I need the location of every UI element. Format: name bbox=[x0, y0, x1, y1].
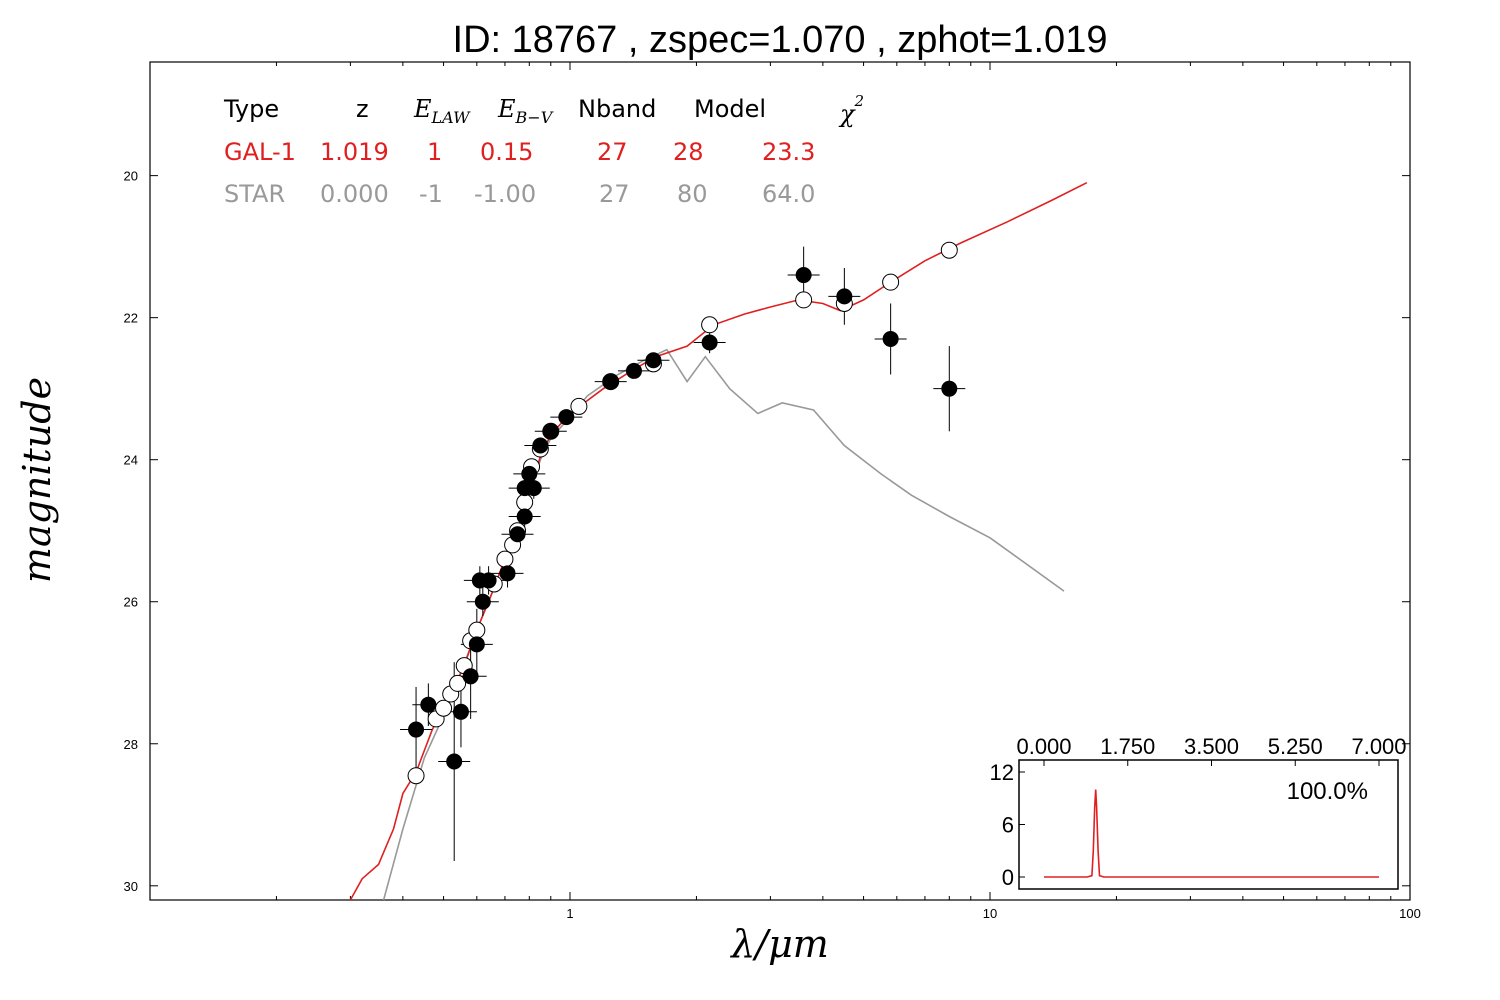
header-z: z bbox=[356, 95, 369, 123]
model-magnitude-point bbox=[496, 550, 514, 568]
header-ebv-sub: B−V bbox=[515, 108, 554, 127]
y-tick-label: 30 bbox=[124, 879, 138, 894]
redshift-pdf-line bbox=[1044, 789, 1379, 878]
header-chi2-main: χ bbox=[838, 100, 856, 128]
observed-magnitude-point bbox=[795, 267, 812, 284]
plot-frame bbox=[149, 61, 1411, 901]
model-magnitude-point bbox=[407, 767, 425, 785]
observed-magnitude-point bbox=[882, 330, 899, 347]
spectra bbox=[349, 181, 1088, 901]
observed-magnitude-point bbox=[408, 721, 425, 738]
observed-magnitude-point bbox=[625, 362, 642, 379]
gal-model: 28 bbox=[673, 138, 704, 166]
inset-y-tick-label: 6 bbox=[1002, 813, 1014, 838]
observed-magnitude-point bbox=[602, 373, 619, 390]
observed-magnitude-point bbox=[532, 437, 549, 454]
model-magnitude-point bbox=[570, 397, 588, 415]
header-ebv-main: E bbox=[497, 95, 516, 123]
observed-magnitude-point bbox=[480, 572, 497, 589]
header-chi2-sup: 2 bbox=[854, 92, 865, 110]
model-magnitude-point bbox=[940, 241, 958, 259]
observed-magnitude-point bbox=[509, 526, 526, 543]
inset-y-tick-label: 12 bbox=[990, 760, 1014, 785]
star-ebv: -1.00 bbox=[474, 180, 536, 208]
gal-ebv: 0.15 bbox=[480, 138, 533, 166]
fit-table: Type z ELAW EB−V Nband Model χ2 GAL-1 1.… bbox=[223, 92, 864, 208]
observed-magnitude-point bbox=[462, 668, 479, 685]
x-tick-label: 10 bbox=[983, 906, 997, 921]
gal-chi2: 23.3 bbox=[762, 138, 815, 166]
gal-type: GAL-1 bbox=[224, 138, 296, 166]
header-type: Type bbox=[223, 95, 279, 123]
observed-magnitude-point bbox=[701, 334, 718, 351]
observed-magnitude-point bbox=[542, 423, 559, 440]
observed-magnitude-point bbox=[474, 593, 491, 610]
redshift-pdf-inset: 0.000 1.750 3.500 5.250 7.000 0 6 12 100.0% bbox=[990, 734, 1407, 890]
header-model: Model bbox=[694, 95, 766, 123]
observed-magnitude-point bbox=[525, 480, 542, 497]
observed-magnitude-point bbox=[420, 696, 437, 713]
header-elaw-main: E bbox=[413, 95, 432, 123]
y-tick-label: 28 bbox=[124, 737, 138, 752]
inset-percent: 100.0% bbox=[1287, 778, 1368, 805]
y-tick-label: 20 bbox=[124, 169, 138, 184]
star-chi2: 64.0 bbox=[762, 180, 815, 208]
star-model-spectrum bbox=[382, 348, 1065, 901]
gal-elaw: 1 bbox=[427, 138, 442, 166]
observed-magnitude-point bbox=[499, 565, 516, 582]
photometry-points bbox=[400, 241, 966, 861]
observed-magnitude-point bbox=[836, 288, 853, 305]
x-axis-label: λ/μm bbox=[729, 922, 829, 966]
observed-magnitude-point bbox=[521, 465, 538, 482]
y-axis-label: magnitude bbox=[15, 377, 59, 583]
model-magnitude-point bbox=[516, 493, 534, 511]
model-magnitude-point bbox=[435, 699, 453, 717]
header-elaw: ELAW bbox=[413, 95, 471, 127]
header-ebv: EB−V bbox=[497, 95, 554, 127]
inset-y-tick-label: 0 bbox=[1002, 865, 1014, 890]
inset-ticks: 0.000 1.750 3.500 5.250 7.000 0 6 12 bbox=[990, 734, 1407, 890]
y-tick-label: 24 bbox=[124, 453, 138, 468]
star-elaw: -1 bbox=[419, 180, 443, 208]
observed-magnitude-point bbox=[452, 703, 469, 720]
x-tick-label: 100 bbox=[1399, 906, 1421, 921]
observed-magnitude-point bbox=[468, 636, 485, 653]
inset-x-tick-label: 3.500 bbox=[1184, 734, 1239, 759]
model-magnitude-point bbox=[882, 273, 900, 291]
gal-z: 1.019 bbox=[320, 138, 389, 166]
galaxy-model-spectrum bbox=[349, 181, 1088, 901]
inset-frame bbox=[1018, 759, 1399, 890]
star-z: 0.000 bbox=[320, 180, 389, 208]
observed-magnitude-point bbox=[941, 380, 958, 397]
star-type: STAR bbox=[224, 180, 285, 208]
observed-magnitude-point bbox=[558, 409, 575, 426]
model-magnitude-point bbox=[468, 621, 486, 639]
observed-magnitude-point bbox=[516, 508, 533, 525]
y-tick-label: 22 bbox=[124, 311, 138, 326]
star-model: 80 bbox=[677, 180, 708, 208]
chart-title: ID: 18767 , zspec=1.070 , zphot=1.019 bbox=[453, 19, 1108, 61]
model-magnitude-point bbox=[701, 316, 719, 334]
inset-x-tick-label: 5.250 bbox=[1268, 734, 1323, 759]
inset-x-tick-label: 1.750 bbox=[1100, 734, 1155, 759]
inset-x-tick-label: 0.000 bbox=[1016, 734, 1071, 759]
gal-nband: 27 bbox=[597, 138, 628, 166]
observed-magnitude-point bbox=[446, 753, 463, 770]
observed-magnitude-point bbox=[645, 352, 662, 369]
inset-x-tick-label: 7.000 bbox=[1351, 734, 1406, 759]
header-chi2: χ2 bbox=[838, 92, 864, 128]
x-tick-label: 1 bbox=[566, 906, 573, 921]
y-tick-label: 26 bbox=[124, 595, 138, 610]
header-elaw-sub: LAW bbox=[431, 108, 472, 127]
model-magnitude-point bbox=[449, 674, 467, 692]
star-nband: 27 bbox=[599, 180, 630, 208]
header-nband: Nband bbox=[578, 95, 656, 123]
model-magnitude-point bbox=[795, 291, 813, 309]
